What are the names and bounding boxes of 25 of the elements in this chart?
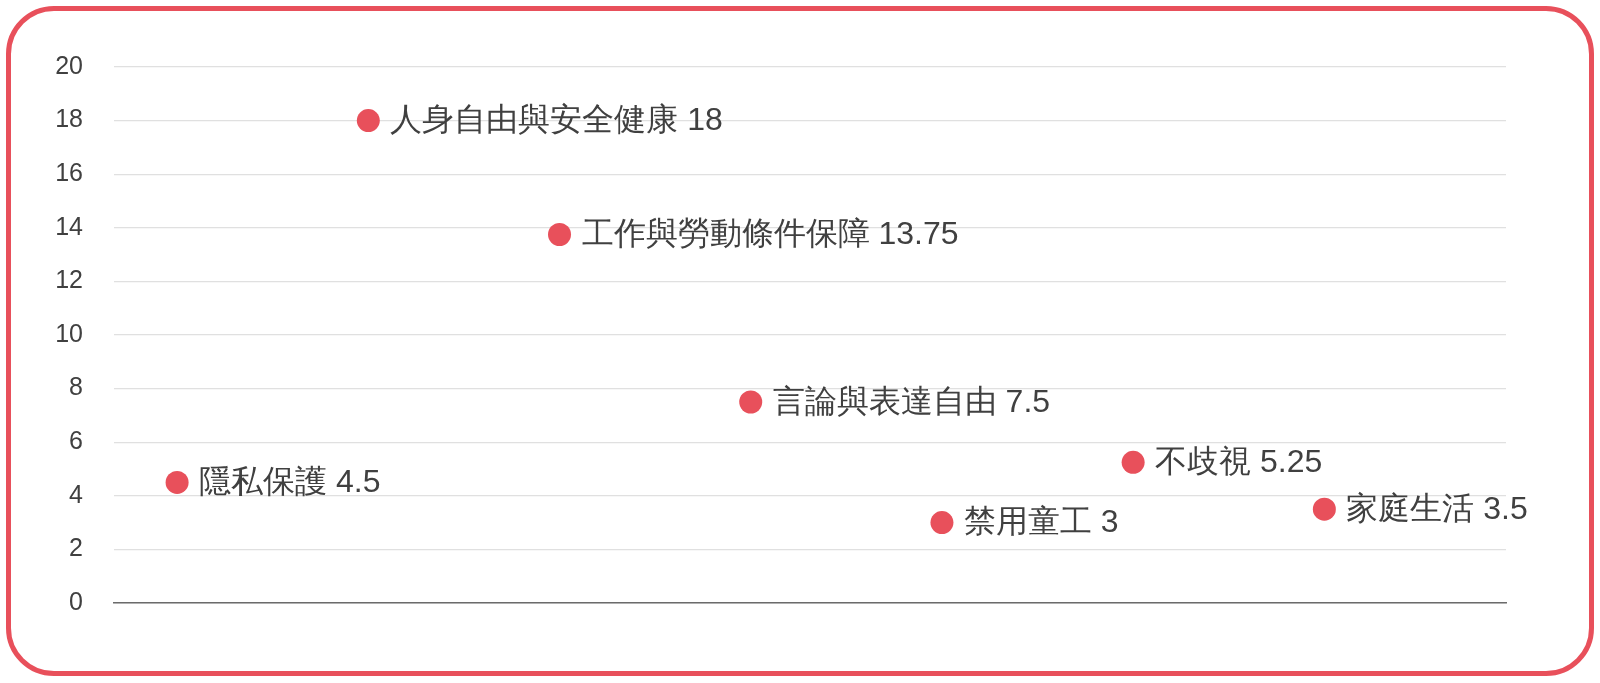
point bbox=[1312, 497, 1336, 521]
y-tick-label: 8 bbox=[69, 372, 83, 401]
y-tick-label: 4 bbox=[69, 479, 84, 508]
y-tick-label: 20 bbox=[55, 50, 83, 79]
data-label: 家庭生活 3.5 bbox=[1346, 490, 1528, 527]
y-tick-label: 6 bbox=[69, 426, 83, 455]
point bbox=[1121, 450, 1145, 474]
data-label: 言論與表達自由 7.5 bbox=[772, 382, 1051, 419]
y-tick-label: 10 bbox=[55, 318, 83, 347]
point bbox=[356, 109, 380, 133]
data-label: 禁用童工 3 bbox=[963, 503, 1119, 540]
data-label: 人身自由與安全健康 18 bbox=[390, 101, 723, 138]
data-label: 隱私保護 4.5 bbox=[199, 463, 381, 500]
point bbox=[739, 390, 763, 414]
y-tick-label: 16 bbox=[55, 158, 83, 187]
y-tick-label: 2 bbox=[69, 533, 83, 562]
y-tick-label: 12 bbox=[55, 265, 83, 294]
y-tick-label: 14 bbox=[55, 211, 84, 240]
point bbox=[930, 511, 954, 535]
y-tick-label: 0 bbox=[69, 586, 83, 615]
point bbox=[165, 470, 189, 494]
point bbox=[548, 223, 572, 246]
data-label: 不歧視 5.25 bbox=[1155, 443, 1323, 480]
y-tick-label: 18 bbox=[55, 104, 83, 133]
data-label: 工作與勞動條件保障 13.75 bbox=[581, 215, 959, 252]
